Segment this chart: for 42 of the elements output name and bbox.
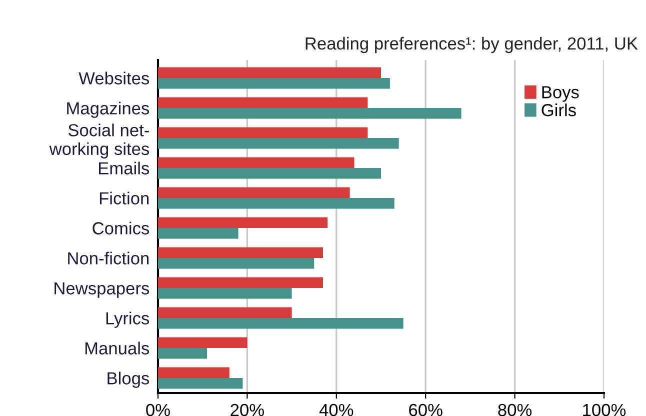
legend-label: Girls <box>542 104 576 116</box>
bar <box>158 97 368 108</box>
y-tick-label: Blogs <box>108 372 150 388</box>
bar <box>158 378 243 389</box>
chart-title: Reading preferences¹: by gender, 2011, UK <box>306 36 638 54</box>
y-tick-label: Websites <box>78 72 150 84</box>
y-tick-label: Social net- working sites <box>49 124 150 158</box>
x-tick-label: 20% <box>230 404 264 416</box>
bar <box>158 258 314 269</box>
bar <box>158 67 381 78</box>
bar <box>158 78 390 89</box>
x-tick-label: 40% <box>319 404 354 416</box>
y-tick-label: Comics <box>92 222 150 234</box>
x-tick-label: 0% <box>146 404 170 416</box>
y-tick-label: Fiction <box>100 192 149 204</box>
x-tick-label: 80% <box>498 404 532 416</box>
y-tick-label: Lyrics <box>106 312 150 328</box>
bar <box>158 228 238 239</box>
bar <box>158 247 324 258</box>
bar <box>158 168 381 179</box>
bar <box>158 187 350 198</box>
y-tick-label: Magazines <box>67 102 150 118</box>
x-tick-label: 100% <box>583 404 626 416</box>
bar <box>158 277 324 288</box>
bar <box>158 348 208 359</box>
bar <box>158 288 292 299</box>
bar <box>158 108 462 119</box>
y-tick-label: Newspapers <box>54 282 150 298</box>
bar <box>158 307 292 318</box>
y-tick-label: Manuals <box>85 342 150 354</box>
y-tick-label: Emails <box>99 162 150 174</box>
bar <box>158 217 328 228</box>
bar <box>158 138 399 149</box>
bar <box>158 337 248 348</box>
y-tick-label: Non-fiction <box>68 252 149 264</box>
legend-label: Boys <box>542 86 579 102</box>
bar <box>158 127 368 138</box>
x-tick-label: 60% <box>409 404 442 416</box>
bar <box>158 198 394 209</box>
bar <box>158 367 230 378</box>
bar <box>158 318 404 329</box>
bar <box>158 157 354 168</box>
